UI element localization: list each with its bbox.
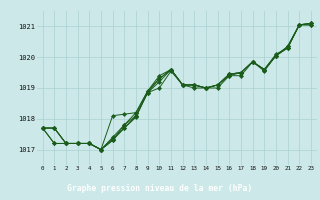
Text: Graphe pression niveau de la mer (hPa): Graphe pression niveau de la mer (hPa)	[68, 184, 252, 193]
